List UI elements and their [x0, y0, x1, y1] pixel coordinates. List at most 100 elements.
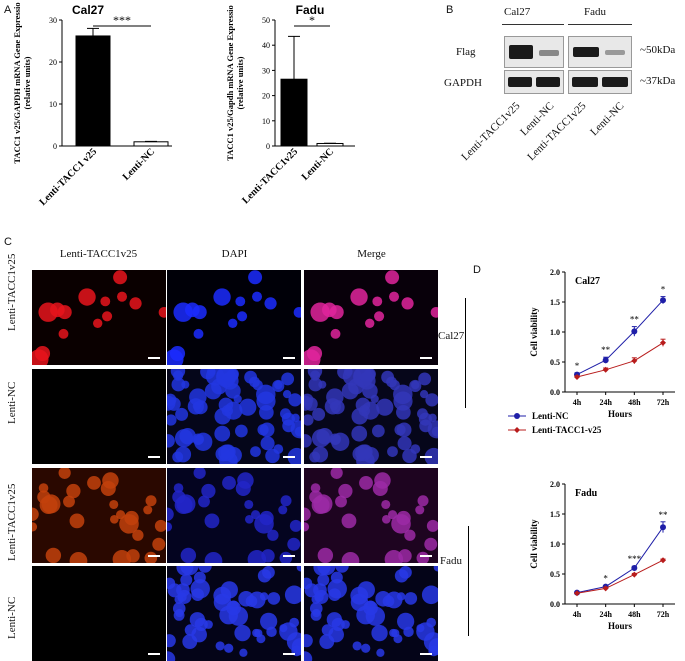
y-tick-label: 1.5 [550, 510, 560, 519]
bar [75, 35, 111, 147]
cell-nucleus [416, 624, 425, 633]
y-axis-label: Cell viability [529, 519, 539, 569]
cell-nucleus [371, 624, 388, 642]
row-label-lenti-tacc1v25-cal27: Lenti-TACC1v25 [6, 253, 18, 331]
cell-nucleus [397, 612, 415, 630]
cell-nucleus [426, 519, 438, 532]
cell-nucleus [430, 306, 438, 318]
micrograph-tile [167, 468, 301, 563]
cell-nucleus [425, 393, 438, 407]
cell-nucleus [329, 401, 339, 411]
cell-nucleus [252, 628, 261, 638]
significance-stars: ** [601, 345, 611, 355]
x-axis-label: Hours [608, 621, 633, 631]
cell-nucleus [63, 495, 75, 508]
cell-nucleus [32, 349, 49, 365]
cell-nucleus [282, 419, 296, 433]
data-point [602, 357, 609, 364]
column-header-merge: Merge [357, 248, 386, 260]
cell-nucleus [317, 573, 330, 586]
cell-nucleus [394, 424, 406, 436]
scale-bar [283, 357, 295, 359]
y-tick-label: 0 [53, 142, 57, 151]
blot-lane-3: Lenti-TACC1v25 [525, 100, 589, 164]
cell-nucleus [372, 296, 383, 307]
cell-nucleus [309, 490, 323, 504]
cell-nucleus [102, 311, 113, 322]
cell-nucleus [304, 397, 318, 411]
cell-nucleus [235, 296, 246, 307]
cell-nucleus [228, 318, 238, 328]
cell-nucleus [145, 495, 157, 507]
cell-nucleus [267, 529, 279, 541]
cell-nucleus [204, 513, 220, 529]
cell-nucleus [287, 447, 301, 464]
micrograph-tile [32, 468, 166, 563]
blot-gapdh-fadu [568, 70, 632, 94]
data-point [631, 328, 638, 335]
micrograph-tile [167, 369, 301, 464]
data-point [631, 357, 638, 364]
y-tick-label: 0.5 [550, 570, 560, 579]
cell-nucleus [215, 446, 231, 462]
y-tick-label: 0.0 [550, 600, 560, 609]
category-label: Lenti-TACC1v25 [240, 146, 300, 206]
significance-stars: *** [628, 554, 642, 564]
scale-bar [148, 653, 160, 655]
cell-nucleus [381, 370, 395, 384]
blot-protein-gapdh: GAPDH [444, 77, 482, 89]
column-header-dapi: DAPI [221, 248, 248, 260]
cell-nucleus [116, 510, 126, 520]
cell-nucleus [256, 391, 276, 411]
y-tick-label: 20 [49, 58, 57, 67]
column-header-lenti: Lenti-TACC1v25 [59, 248, 138, 260]
series-line [576, 559, 664, 594]
cell-nucleus [376, 648, 385, 657]
cell-nucleus [172, 490, 186, 504]
cell-nucleus [280, 495, 292, 507]
cell-nucleus [252, 291, 263, 302]
cell-nucleus [132, 529, 144, 541]
cell-nucleus [375, 590, 391, 607]
cell-nucleus [288, 393, 301, 407]
cell-nucleus [416, 551, 430, 563]
significance-stars: ** [630, 315, 640, 325]
cell-nucleus [314, 589, 329, 604]
cell-nucleus [372, 424, 385, 438]
cell-nucleus [372, 480, 388, 496]
cell-nucleus [381, 499, 391, 510]
cell-nucleus [66, 483, 81, 499]
cell-nucleus [424, 537, 438, 551]
cell-nucleus [180, 547, 197, 563]
scale-bar [420, 555, 432, 557]
cell-nucleus [222, 475, 236, 490]
cell-nucleus [244, 499, 254, 510]
cell-nucleus [402, 448, 417, 464]
data-point [602, 366, 609, 373]
group-bracket-cal27 [465, 298, 466, 408]
y-tick-label: 2.0 [550, 480, 560, 489]
y-tick-label: 0.5 [550, 358, 560, 367]
group-bracket-fadu [468, 526, 469, 636]
y-tick-label: 10 [49, 100, 57, 109]
cell-nucleus [311, 429, 331, 448]
cell-nucleus [167, 634, 176, 648]
scale-bar [420, 357, 432, 359]
micrograph-tile [304, 468, 438, 563]
y-tick-label: 0 [266, 142, 270, 151]
cell-nucleus [330, 328, 341, 339]
cell-nucleus [58, 468, 71, 479]
cell-nucleus [252, 379, 263, 391]
cell-nucleus [167, 577, 176, 590]
scale-bar [283, 653, 295, 655]
cell-nucleus [397, 436, 412, 451]
y-tick-label: 1.5 [550, 298, 560, 307]
bar-chart-title: Fadu [296, 3, 325, 17]
cell-nucleus [37, 490, 51, 504]
bar [316, 142, 344, 147]
significance-stars: ** [659, 510, 669, 520]
cell-nucleus [158, 306, 166, 318]
cell-nucleus [282, 389, 292, 399]
blot-lane-1: Lenti-TACC1v25 [459, 100, 523, 164]
x-tick-label: 4h [573, 610, 582, 619]
